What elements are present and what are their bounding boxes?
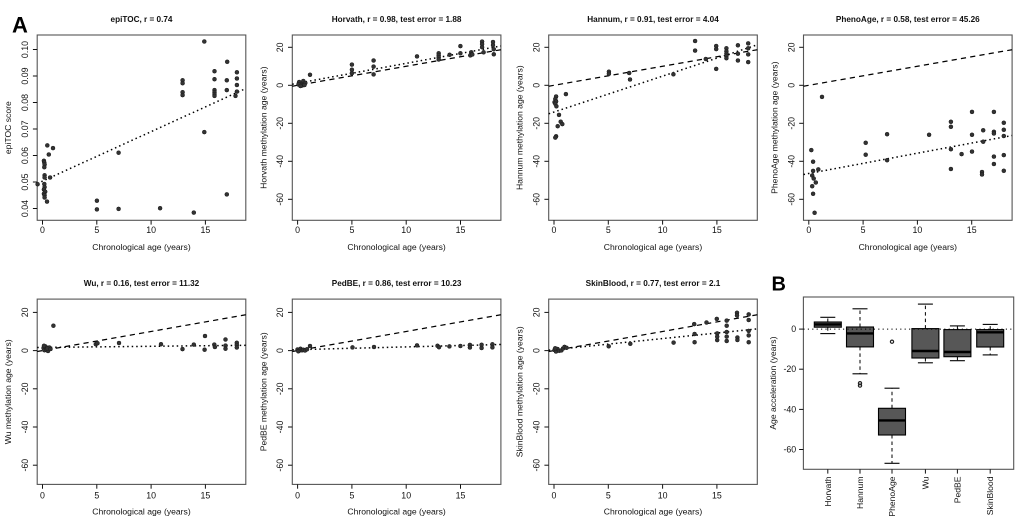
svg-text:-40: -40: [20, 421, 30, 434]
svg-text:20: 20: [275, 42, 285, 52]
svg-text:-40: -40: [786, 155, 796, 168]
svg-text:Wu, r = 0.16, test error = 11.: Wu, r = 0.16, test error = 11.32: [84, 279, 200, 288]
svg-text:0: 0: [552, 225, 557, 235]
svg-text:SkinBlood methylation age (yea: SkinBlood methylation age (years): [515, 326, 525, 457]
svg-text:-60: -60: [275, 459, 285, 472]
svg-text:20: 20: [532, 42, 542, 52]
svg-text:PhenoAge: PhenoAge: [887, 476, 897, 516]
svg-text:Hannum, r = 0.91, test error =: Hannum, r = 0.91, test error = 4.04: [587, 15, 719, 24]
svg-text:15: 15: [712, 491, 722, 501]
svg-text:-20: -20: [786, 117, 796, 130]
svg-text:0: 0: [295, 491, 300, 501]
svg-text:-20: -20: [532, 382, 542, 395]
svg-text:0: 0: [275, 83, 285, 88]
svg-text:10: 10: [401, 225, 411, 235]
svg-text:15: 15: [201, 491, 211, 501]
svg-text:SkinBlood, r = 0.77, test erro: SkinBlood, r = 0.77, test error = 2.1: [586, 279, 721, 288]
svg-text:10: 10: [146, 225, 156, 235]
svg-text:PhenoAge methylation age (year: PhenoAge methylation age (years): [770, 61, 780, 193]
svg-text:-40: -40: [532, 421, 542, 434]
svg-text:-20: -20: [532, 117, 542, 130]
svg-text:20: 20: [20, 307, 30, 317]
svg-text:5: 5: [861, 225, 866, 235]
svg-text:-20: -20: [275, 117, 285, 130]
svg-text:-40: -40: [532, 155, 542, 168]
svg-text:epiTOC, r = 0.74: epiTOC, r = 0.74: [111, 15, 173, 24]
svg-text:Chronological age (years): Chronological age (years): [92, 507, 191, 517]
svg-text:0: 0: [40, 491, 45, 501]
svg-text:0.09: 0.09: [20, 67, 30, 84]
svg-text:Chronological age (years): Chronological age (years): [92, 242, 191, 252]
svg-text:-60: -60: [786, 193, 796, 206]
svg-text:Horvath methylation age (years: Horvath methylation age (years): [258, 66, 268, 188]
svg-text:-40: -40: [783, 404, 796, 414]
svg-text:0: 0: [786, 83, 796, 88]
svg-text:0: 0: [295, 225, 300, 235]
svg-text:-60: -60: [532, 193, 542, 206]
svg-text:Hannum methylation age (years): Hannum methylation age (years): [515, 65, 525, 190]
svg-text:10: 10: [658, 491, 668, 501]
svg-text:0.06: 0.06: [20, 147, 30, 164]
svg-text:-40: -40: [275, 421, 285, 434]
svg-text:15: 15: [712, 225, 722, 235]
svg-text:0: 0: [20, 348, 30, 353]
svg-text:-60: -60: [532, 459, 542, 472]
svg-text:Horvath, r = 0.98, test error: Horvath, r = 0.98, test error = 1.88: [332, 15, 462, 24]
svg-text:0.05: 0.05: [20, 173, 30, 190]
svg-text:-20: -20: [783, 364, 796, 374]
svg-text:20: 20: [275, 307, 285, 317]
svg-text:Chronological age (years): Chronological age (years): [859, 242, 958, 252]
svg-text:Hannum: Hannum: [855, 477, 865, 509]
svg-text:PedBE: PedBE: [952, 476, 962, 503]
svg-text:0: 0: [806, 225, 811, 235]
svg-text:20: 20: [786, 42, 796, 52]
svg-text:Chronological age (years): Chronological age (years): [347, 242, 446, 252]
svg-text:20: 20: [532, 307, 542, 317]
svg-text:5: 5: [349, 225, 354, 235]
svg-text:PedBE, r = 0.86, test error =: PedBE, r = 0.86, test error = 10.23: [332, 279, 462, 288]
svg-text:-60: -60: [275, 193, 285, 206]
svg-text:Horvath: Horvath: [823, 476, 833, 506]
svg-text:5: 5: [94, 225, 99, 235]
svg-text:0.08: 0.08: [20, 94, 30, 111]
svg-text:Chronological age (years): Chronological age (years): [347, 507, 446, 517]
svg-text:-20: -20: [275, 382, 285, 395]
svg-text:PedBE methylation age (years): PedBE methylation age (years): [258, 332, 268, 451]
svg-text:0: 0: [275, 348, 285, 353]
svg-text:Age acceleration (years): Age acceleration (years): [768, 336, 778, 429]
svg-text:0.07: 0.07: [20, 120, 30, 137]
svg-text:0: 0: [532, 348, 542, 353]
svg-text:15: 15: [967, 225, 977, 235]
svg-text:5: 5: [94, 491, 99, 501]
svg-text:0: 0: [532, 83, 542, 88]
svg-text:SkinBlood: SkinBlood: [985, 476, 995, 515]
svg-text:-60: -60: [20, 459, 30, 472]
svg-text:5: 5: [606, 225, 611, 235]
svg-text:epiTOC score: epiTOC score: [3, 101, 13, 154]
svg-text:0: 0: [552, 491, 557, 501]
svg-text:10: 10: [146, 491, 156, 501]
svg-text:0: 0: [40, 225, 45, 235]
svg-text:A: A: [12, 13, 28, 38]
svg-text:Chronological age (years): Chronological age (years): [604, 507, 703, 517]
svg-text:-60: -60: [783, 445, 796, 455]
svg-text:15: 15: [456, 225, 466, 235]
svg-text:10: 10: [401, 491, 411, 501]
svg-text:Chronological age (years): Chronological age (years): [604, 242, 703, 252]
svg-text:Wu: Wu: [920, 476, 930, 489]
svg-text:0: 0: [791, 324, 796, 334]
svg-text:5: 5: [606, 491, 611, 501]
svg-text:0.04: 0.04: [20, 200, 30, 217]
svg-text:B: B: [772, 274, 786, 296]
svg-text:10: 10: [658, 225, 668, 235]
svg-text:-20: -20: [20, 382, 30, 395]
svg-text:PhenoAge, r = 0.58, test error: PhenoAge, r = 0.58, test error = 45.26: [836, 15, 980, 24]
svg-text:0.10: 0.10: [20, 41, 30, 58]
svg-text:10: 10: [913, 225, 923, 235]
svg-text:15: 15: [201, 225, 211, 235]
svg-text:-40: -40: [275, 155, 285, 168]
svg-text:Wu methylation age (years): Wu methylation age (years): [3, 339, 13, 444]
svg-text:5: 5: [349, 491, 354, 501]
svg-text:15: 15: [456, 491, 466, 501]
